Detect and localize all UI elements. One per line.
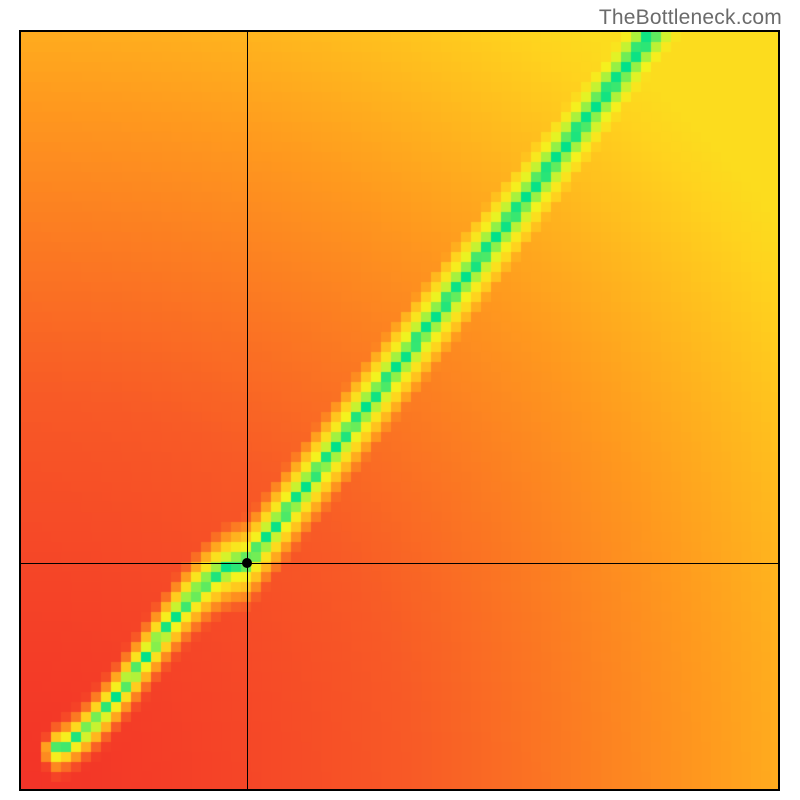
heatmap-canvas	[21, 32, 778, 789]
watermark-text: TheBottleneck.com	[599, 6, 782, 30]
crosshair-horizontal	[21, 563, 778, 564]
crosshair-dot	[242, 558, 252, 568]
chart-container: TheBottleneck.com	[0, 0, 800, 800]
heatmap-plot	[19, 30, 780, 791]
crosshair-vertical	[247, 32, 248, 789]
